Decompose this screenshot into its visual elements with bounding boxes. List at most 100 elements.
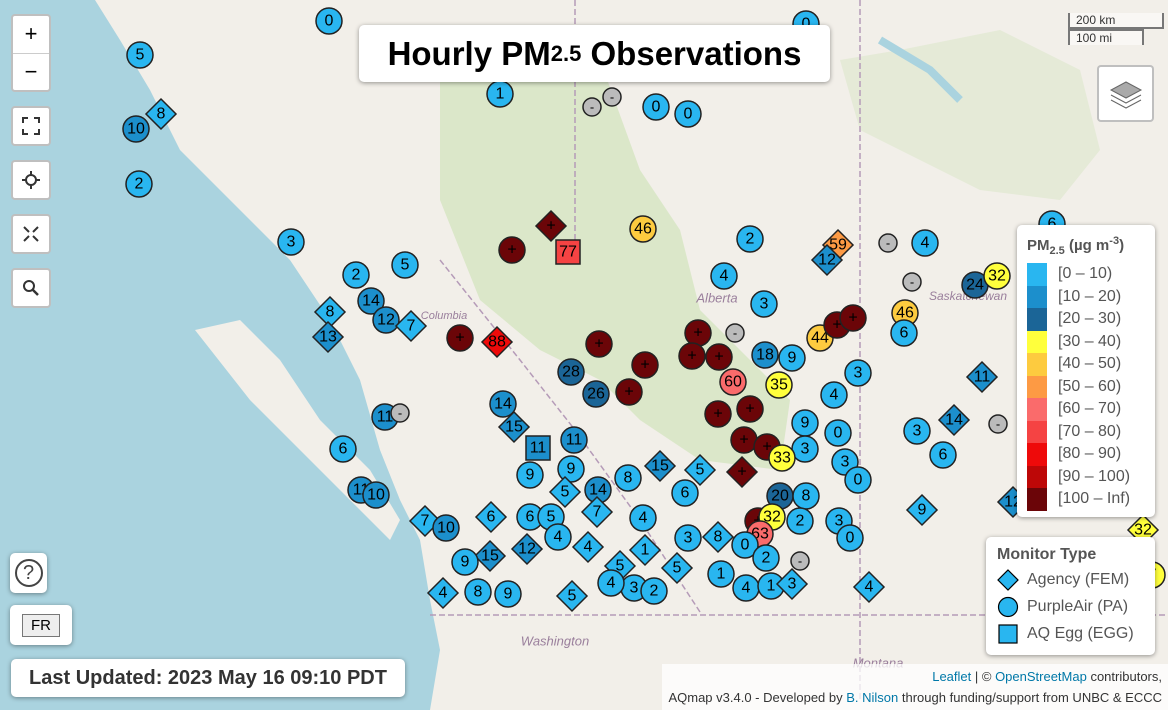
monitor-marker[interactable]: 46 [891,299,919,327]
monitor-marker[interactable]: 46 [629,215,657,243]
monitor-marker[interactable]: + [498,236,526,264]
monitor-marker[interactable]: 9 [905,493,939,527]
monitor-marker[interactable]: 0 [836,524,864,552]
zoom-in[interactable]: + [13,16,49,54]
layers-control[interactable] [1097,65,1154,122]
monitor-marker[interactable]: 5 [391,251,419,279]
monitor-marker[interactable]: 24 [961,271,989,299]
monitor-marker[interactable]: + [684,319,712,347]
zoom-out[interactable]: − [24,58,38,84]
monitor-marker[interactable]: + [615,378,643,406]
monitor-marker[interactable]: 4 [544,523,572,551]
monitor-marker[interactable]: 6 [516,503,544,531]
monitor-marker[interactable]: 8 [144,97,178,131]
monitor-marker[interactable]: 0 [844,466,872,494]
monitor-marker[interactable]: 5 [548,475,582,509]
monitor-marker[interactable]: + [446,324,474,352]
monitor-marker[interactable]: 32 [983,262,1011,290]
monitor-marker[interactable]: 5 [126,41,154,69]
monitor-marker[interactable]: 2 [786,507,814,535]
monitor-marker[interactable]: 3 [791,435,819,463]
monitor-marker[interactable]: 12 [510,532,544,566]
monitor-marker[interactable]: 14 [584,476,612,504]
monitor-marker[interactable]: 0 [674,100,702,128]
monitor-marker[interactable]: 0 [642,93,670,121]
monitor-marker[interactable]: - [902,272,922,292]
monitor-marker[interactable]: 9 [516,461,544,489]
monitor-marker[interactable]: 28 [557,358,585,386]
monitor-marker[interactable]: 9 [557,455,585,483]
locate[interactable] [11,160,51,200]
monitor-marker[interactable]: 6 [890,319,918,347]
monitor-marker[interactable]: 35 [765,371,793,399]
monitor-marker[interactable]: 60 [719,368,747,396]
monitor-marker[interactable]: 4 [597,569,625,597]
monitor-marker[interactable]: 3 [750,290,778,318]
monitor-marker[interactable]: 8 [464,578,492,606]
monitor-marker[interactable]: 88 [480,325,514,359]
monitor-marker[interactable]: 3 [844,359,872,387]
monitor-marker[interactable]: 2 [752,544,780,572]
monitor-marker[interactable]: 20 [766,482,794,510]
author-link[interactable]: B. Nilson [846,690,899,705]
monitor-marker[interactable]: 33 [768,444,796,472]
monitor-marker[interactable]: 12 [810,243,844,277]
monitor-marker[interactable]: 4 [732,574,760,602]
monitor-marker[interactable]: + [678,342,706,370]
monitor-marker[interactable]: 1 [707,560,735,588]
monitor-marker[interactable]: 9 [791,409,819,437]
monitor-marker[interactable]: 4 [820,381,848,409]
monitor-marker[interactable]: 15 [643,449,677,483]
monitor-marker[interactable]: + [631,351,659,379]
monitor-marker[interactable]: 15 [497,410,531,444]
monitor-marker[interactable]: 2 [736,225,764,253]
monitor-marker[interactable]: 3 [277,228,305,256]
monitor-marker[interactable]: 5 [660,551,694,585]
monitor-marker[interactable]: 1 [486,80,514,108]
monitor-marker[interactable]: - [582,97,602,117]
monitor-marker[interactable]: 11 [965,360,999,394]
monitor-marker[interactable]: 8 [792,482,820,510]
monitor-marker[interactable]: 2 [640,577,668,605]
fullscreen[interactable] [11,106,51,146]
monitor-marker[interactable]: 7 [580,495,614,529]
monitor-marker[interactable]: 4 [571,530,605,564]
monitor-marker[interactable]: 13 [311,320,345,354]
monitor-marker[interactable]: 4 [852,570,886,604]
monitor-marker[interactable]: - [602,87,622,107]
monitor-marker[interactable]: 9 [778,344,806,372]
monitor-marker[interactable]: 6 [929,441,957,469]
monitor-marker[interactable]: + [725,455,759,489]
monitor-marker[interactable]: 10 [362,481,390,509]
monitor-marker[interactable]: 18 [751,341,779,369]
monitor-marker[interactable]: 6 [329,435,357,463]
monitor-marker[interactable]: 3 [775,567,809,601]
monitor-marker[interactable]: 10 [432,514,460,542]
leaflet-link[interactable]: Leaflet [932,669,972,684]
monitor-marker[interactable]: 2 [125,170,153,198]
search[interactable] [11,268,51,308]
monitor-marker[interactable]: 77 [555,239,581,265]
monitor-marker[interactable]: 1 [628,533,662,567]
monitor-marker[interactable]: 8 [701,520,735,554]
monitor-marker[interactable]: 0 [315,7,343,35]
monitor-marker[interactable]: 8 [614,464,642,492]
monitor-marker[interactable]: 4 [911,229,939,257]
help-button[interactable]: ? [14,559,43,587]
monitor-marker[interactable]: + [736,395,764,423]
monitor-marker[interactable]: 2 [342,261,370,289]
monitor-marker[interactable]: 0 [824,419,852,447]
monitor-marker[interactable]: 10 [122,115,150,143]
monitor-marker[interactable]: 9 [451,548,479,576]
monitor-marker[interactable]: 14 [489,390,517,418]
monitor-marker[interactable]: + [585,330,613,358]
monitor-marker[interactable]: 4 [426,576,460,610]
monitor-marker[interactable]: 14 [937,403,971,437]
monitor-marker[interactable]: - [790,551,810,571]
monitor-marker[interactable]: 9 [494,580,522,608]
monitor-marker[interactable]: 5 [555,579,589,613]
reset-view[interactable] [11,214,51,254]
monitor-marker[interactable]: + [705,343,733,371]
monitor-marker[interactable]: - [988,414,1008,434]
monitor-marker[interactable]: 6 [474,500,508,534]
